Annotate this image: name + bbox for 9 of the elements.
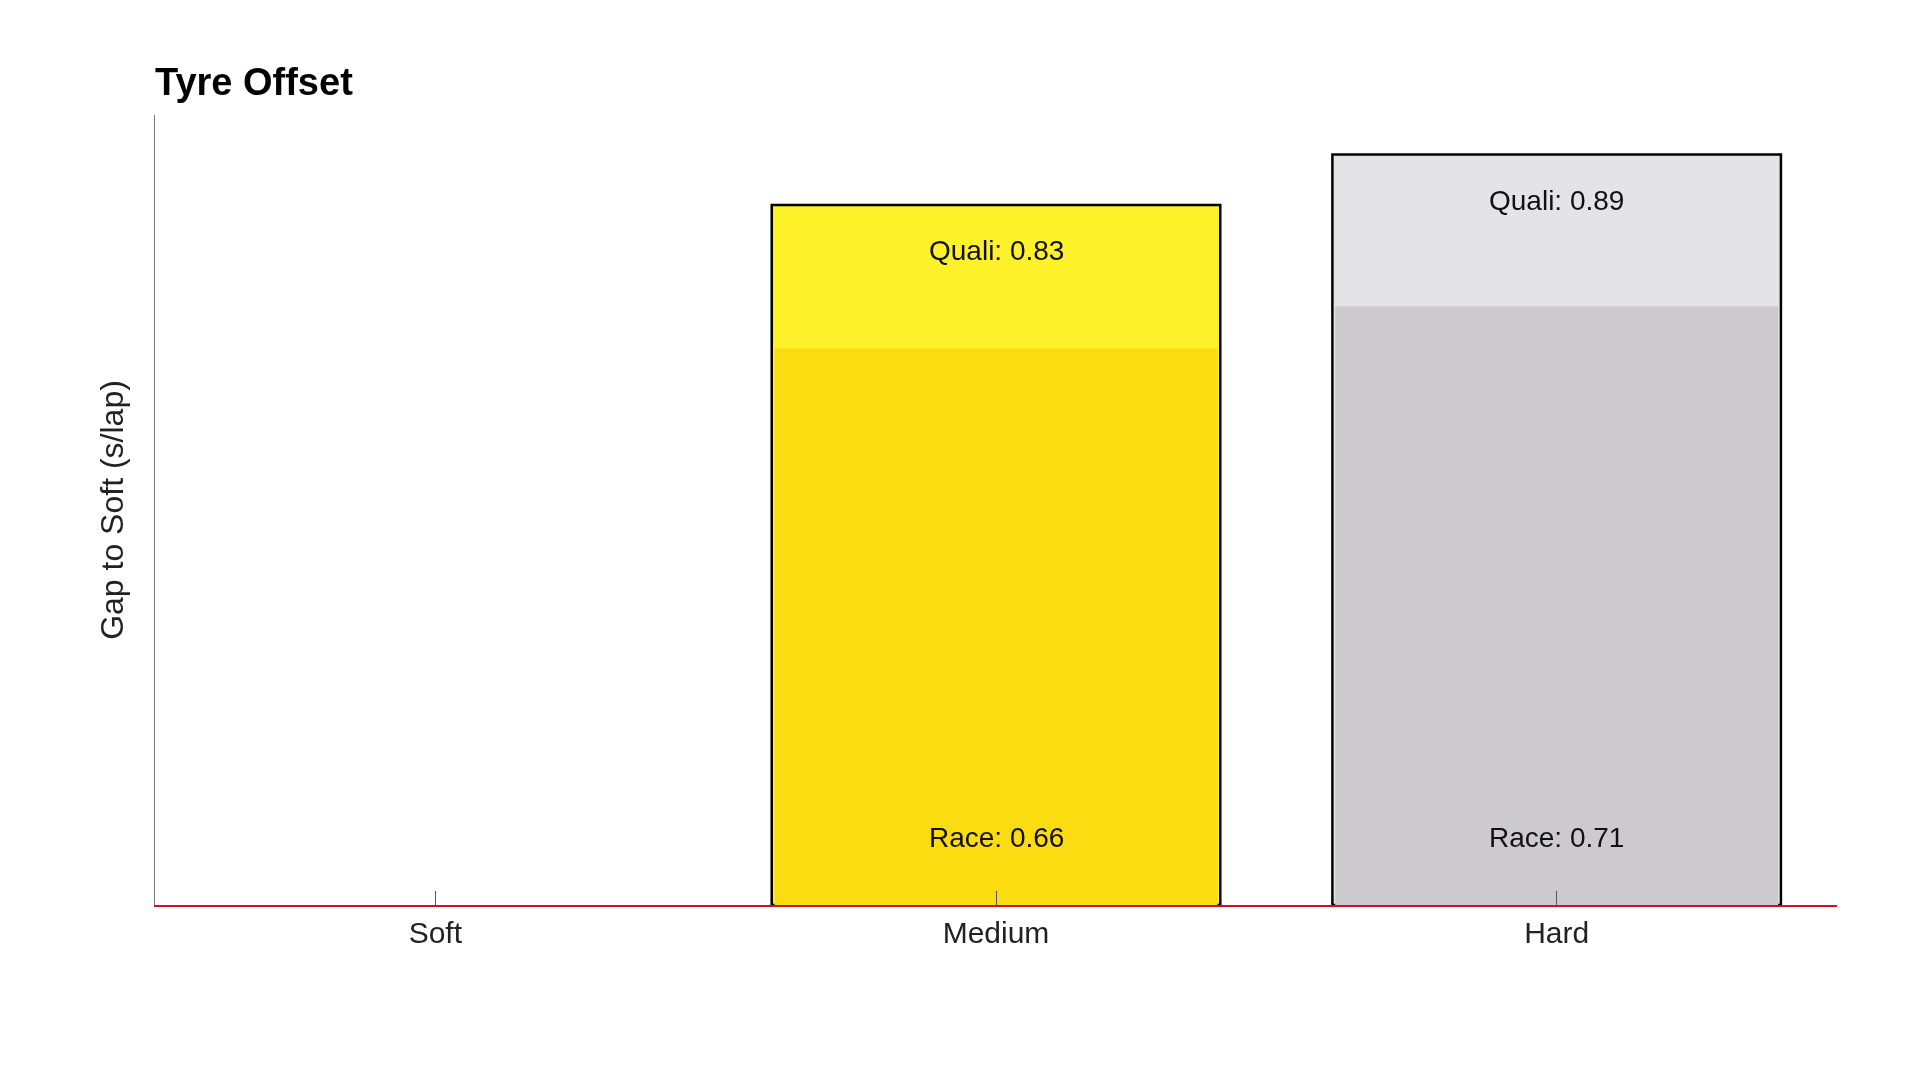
data-label: Quali: 0.83 (929, 235, 1065, 266)
data-label: Race: 0.71 (1489, 822, 1625, 853)
chart-title: Tyre Offset (155, 61, 354, 104)
data-label: Race: 0.66 (929, 822, 1065, 853)
x-tick-label: Medium (942, 916, 1050, 949)
y-axis-title: Gap to Soft (s/lap) (94, 380, 131, 640)
x-tick-label: Soft (408, 916, 463, 949)
x-tick-label: Hard (1524, 916, 1590, 949)
data-label: Quali: 0.89 (1489, 185, 1625, 216)
